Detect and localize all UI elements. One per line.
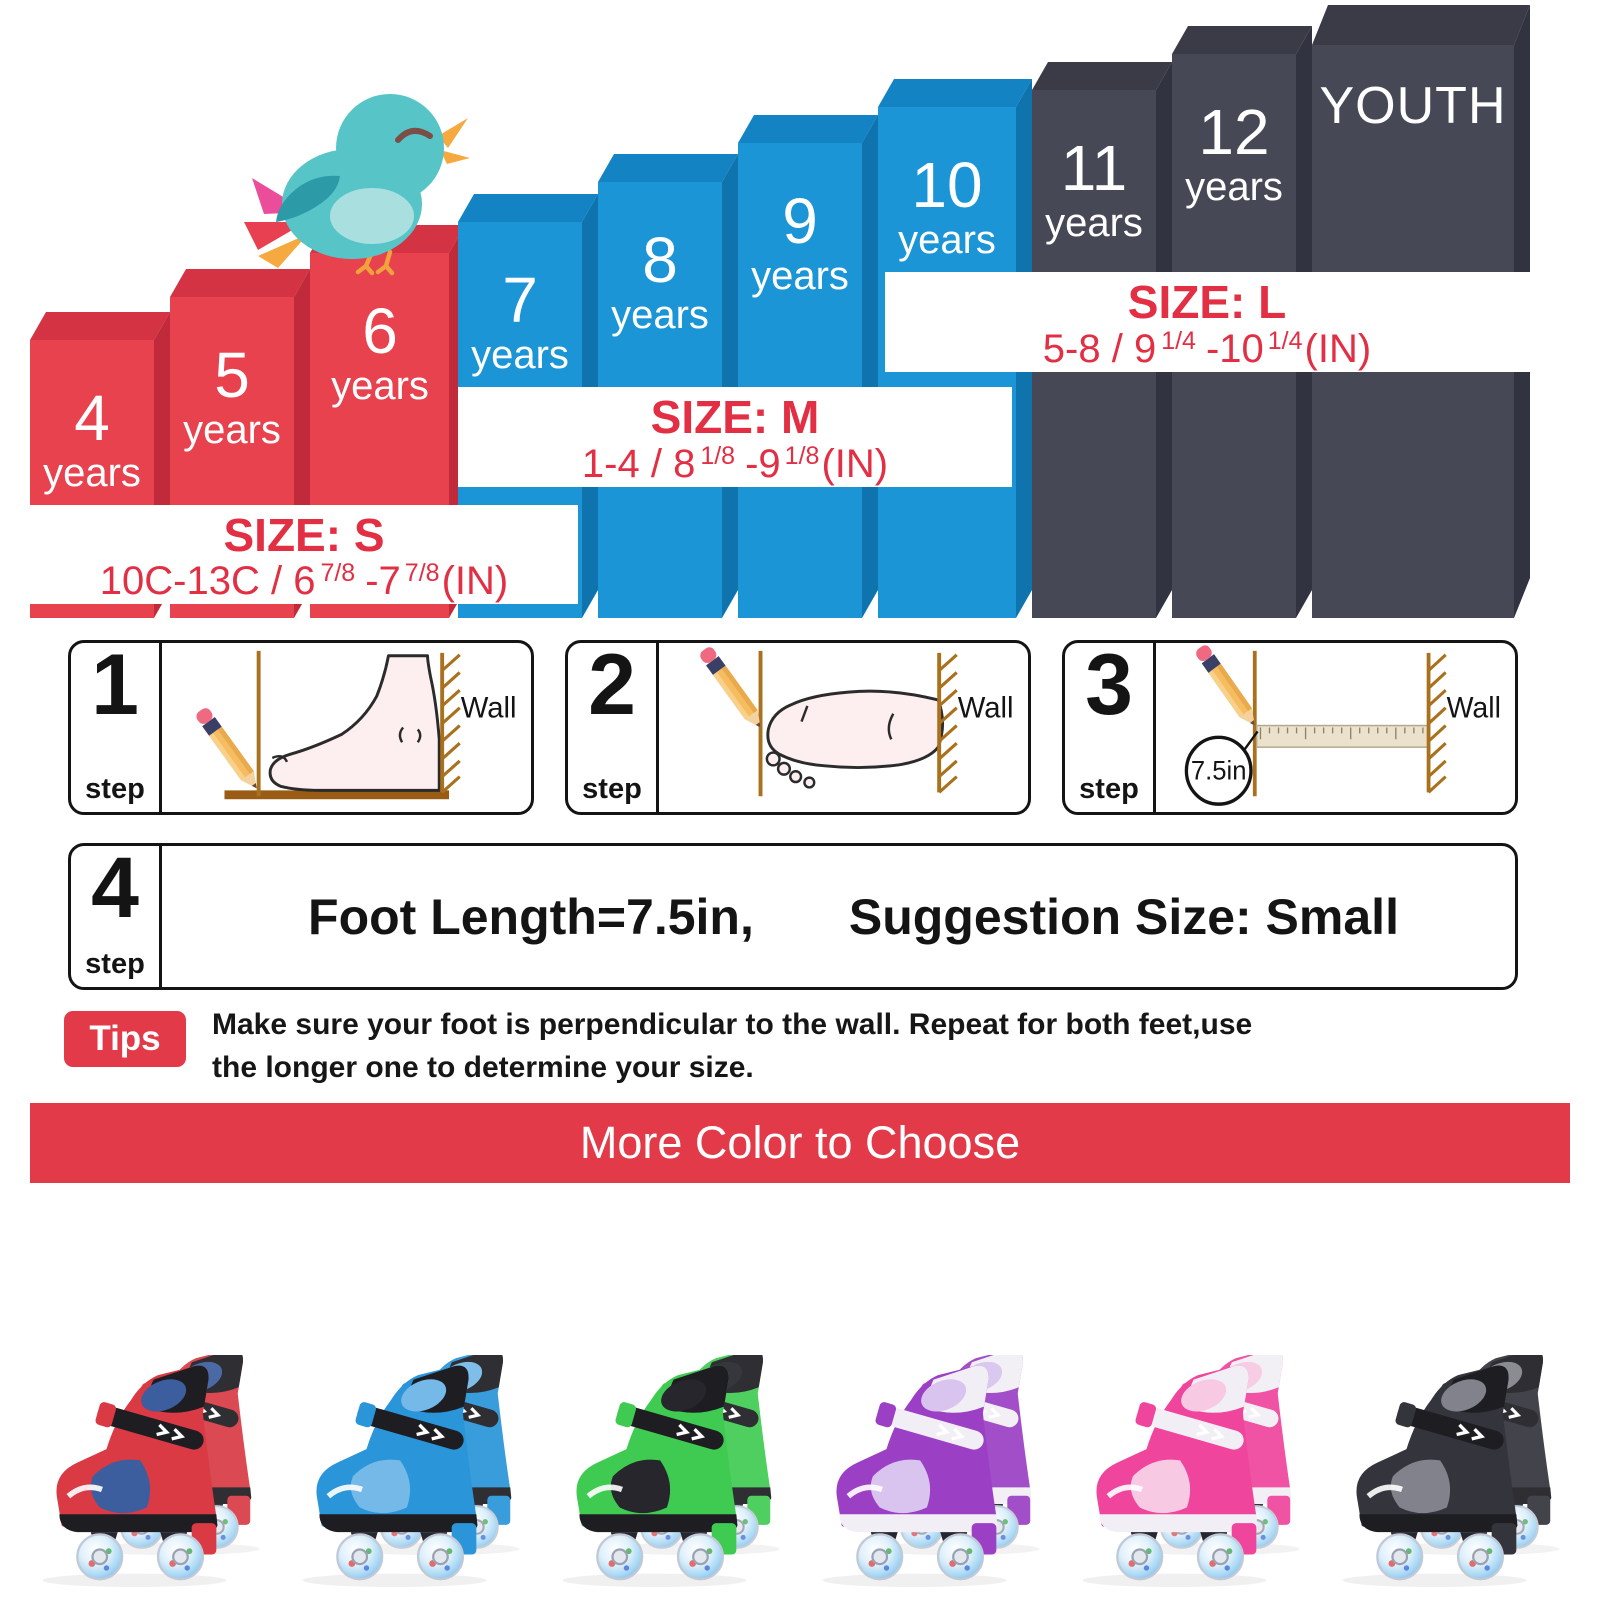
step-3-illustration: 7.5in Wall [1156, 643, 1515, 812]
skate-variant-purple [800, 1355, 1060, 1590]
step-2-illustration: Wall [659, 643, 1028, 812]
size-s-range: 10C-13C / 6 7/8 -7 7/8(IN) [100, 559, 508, 603]
measure-step-3-box: 3 step 7.5in Wall [1062, 640, 1518, 815]
bar-age-unit: years [471, 333, 569, 377]
bar-age-unit: years [751, 254, 849, 298]
bar-age-unit: years [1185, 165, 1283, 209]
foot-length-result: Foot Length=7.5in, [308, 888, 754, 945]
skate-color-options-row [20, 1218, 1580, 1590]
measure-step-4-box: 4 step Foot Length=7.5in, Suggestion Siz… [68, 843, 1518, 990]
step-1-illustration: Wall [162, 643, 531, 812]
suggestion-size-result: Suggestion Size: Small [848, 888, 1399, 945]
roller-skate-icon [28, 1355, 272, 1590]
pencil-icon [1193, 643, 1261, 731]
pencil-icon [697, 644, 767, 733]
bar-age-unit: years [1045, 201, 1143, 245]
step-4-number-cell: 4 step [71, 840, 162, 987]
skate-variant-blue [280, 1355, 540, 1590]
tips-text: Make sure your foot is perpendicular to … [212, 1003, 1512, 1089]
step-word: step [85, 948, 145, 980]
roller-skate-icon [288, 1355, 532, 1590]
skate-variant-pink [1060, 1355, 1320, 1590]
bar-age-unit: years [331, 364, 429, 408]
size-s-band: SIZE: S 10C-13C / 6 7/8 -7 7/8(IN) [30, 505, 578, 604]
bar-age-unit: years [43, 451, 141, 495]
skate-variant-black [1320, 1355, 1580, 1590]
bar-age-number: 7 [502, 264, 538, 336]
bar-age-number: 10 [911, 149, 982, 221]
bar-age-number: 4 [74, 382, 110, 454]
ruler-measure-icon: 7.5in Wall [1184, 643, 1501, 806]
step-number: 1 [91, 637, 139, 733]
roller-skate-icon [808, 1355, 1052, 1590]
step-1-number-cell: 1 step [71, 637, 162, 812]
bar-age-unit: years [183, 408, 281, 452]
measurement-value: 7.5in [1191, 755, 1247, 786]
bar-age-number: YOUTH [1320, 77, 1507, 135]
tips-line-2: the longer one to determine your size. [212, 1051, 754, 1085]
wall-label: Wall [958, 692, 1014, 725]
step-word: step [582, 773, 642, 805]
pencil-icon [194, 705, 264, 794]
bar-age-number: 11 [1061, 132, 1127, 204]
size-s-label: SIZE: S [223, 509, 384, 561]
step-3-number-cell: 3 step [1065, 637, 1156, 812]
size-m-range: 1-4 / 8 1/8 -9 1/8(IN) [582, 442, 888, 486]
wall-hatch-icon [440, 650, 462, 795]
ruler-icon [1255, 724, 1430, 748]
bar-age-number: 8 [642, 224, 678, 296]
bar-age-unit: years [611, 293, 709, 337]
bird-icon [244, 94, 470, 276]
step-word: step [85, 773, 145, 805]
step-4-result: Foot Length=7.5in, Suggestion Size: Smal… [162, 846, 1515, 987]
skate-variant-red [20, 1355, 280, 1590]
measurement-circle [1184, 735, 1253, 806]
size-l-range: 5-8 / 9 1/4 -10 1/4(IN) [1043, 327, 1371, 371]
more-color-banner: More Color to Choose [30, 1103, 1570, 1183]
size-l-label: SIZE: L [1128, 276, 1286, 328]
skate-variant-green [540, 1355, 800, 1590]
measure-step-1-box: 1 step Wall [68, 640, 534, 815]
wall-hatch-icon [937, 650, 959, 795]
roller-skate-icon [548, 1355, 792, 1590]
foot-top-view-icon: Wall [697, 644, 1014, 797]
bar-age-number: 6 [362, 295, 398, 367]
bar-age-number: 12 [1198, 96, 1269, 168]
step-number: 4 [91, 840, 139, 936]
tips-line-1: Make sure your foot is perpendicular to … [212, 1008, 1253, 1041]
tips-badge: Tips [64, 1011, 186, 1067]
step-number: 2 [588, 637, 636, 733]
bar-age-number: 5 [214, 339, 250, 411]
wall-label: Wall [1447, 692, 1501, 725]
step-word: step [1079, 773, 1139, 805]
foot-side-view-icon: Wall [194, 650, 517, 800]
size-m-band: SIZE: M 1-4 / 8 1/8 -9 1/8(IN) [458, 387, 1012, 487]
wall-hatch-icon [1426, 650, 1448, 795]
measure-step-2-box: 2 step Wall [565, 640, 1031, 815]
wall-label: Wall [461, 692, 517, 725]
step-number: 3 [1085, 637, 1133, 733]
banner-label: More Color to Choose [579, 1117, 1021, 1168]
size-l-band: SIZE: L 5-8 / 9 1/4 -10 1/4(IN) [885, 272, 1530, 372]
roller-skate-icon [1068, 1355, 1312, 1590]
bar-9-years [738, 115, 878, 618]
roller-skate-icon [1328, 1355, 1572, 1590]
step-2-number-cell: 2 step [568, 637, 659, 812]
bar-age-number: 9 [782, 185, 818, 257]
age-size-stair-chart: 4 years 5 years 6 years 7 years 8 years … [30, 5, 1530, 618]
bar-age-unit: years [898, 218, 996, 262]
size-m-label: SIZE: M [651, 391, 820, 443]
